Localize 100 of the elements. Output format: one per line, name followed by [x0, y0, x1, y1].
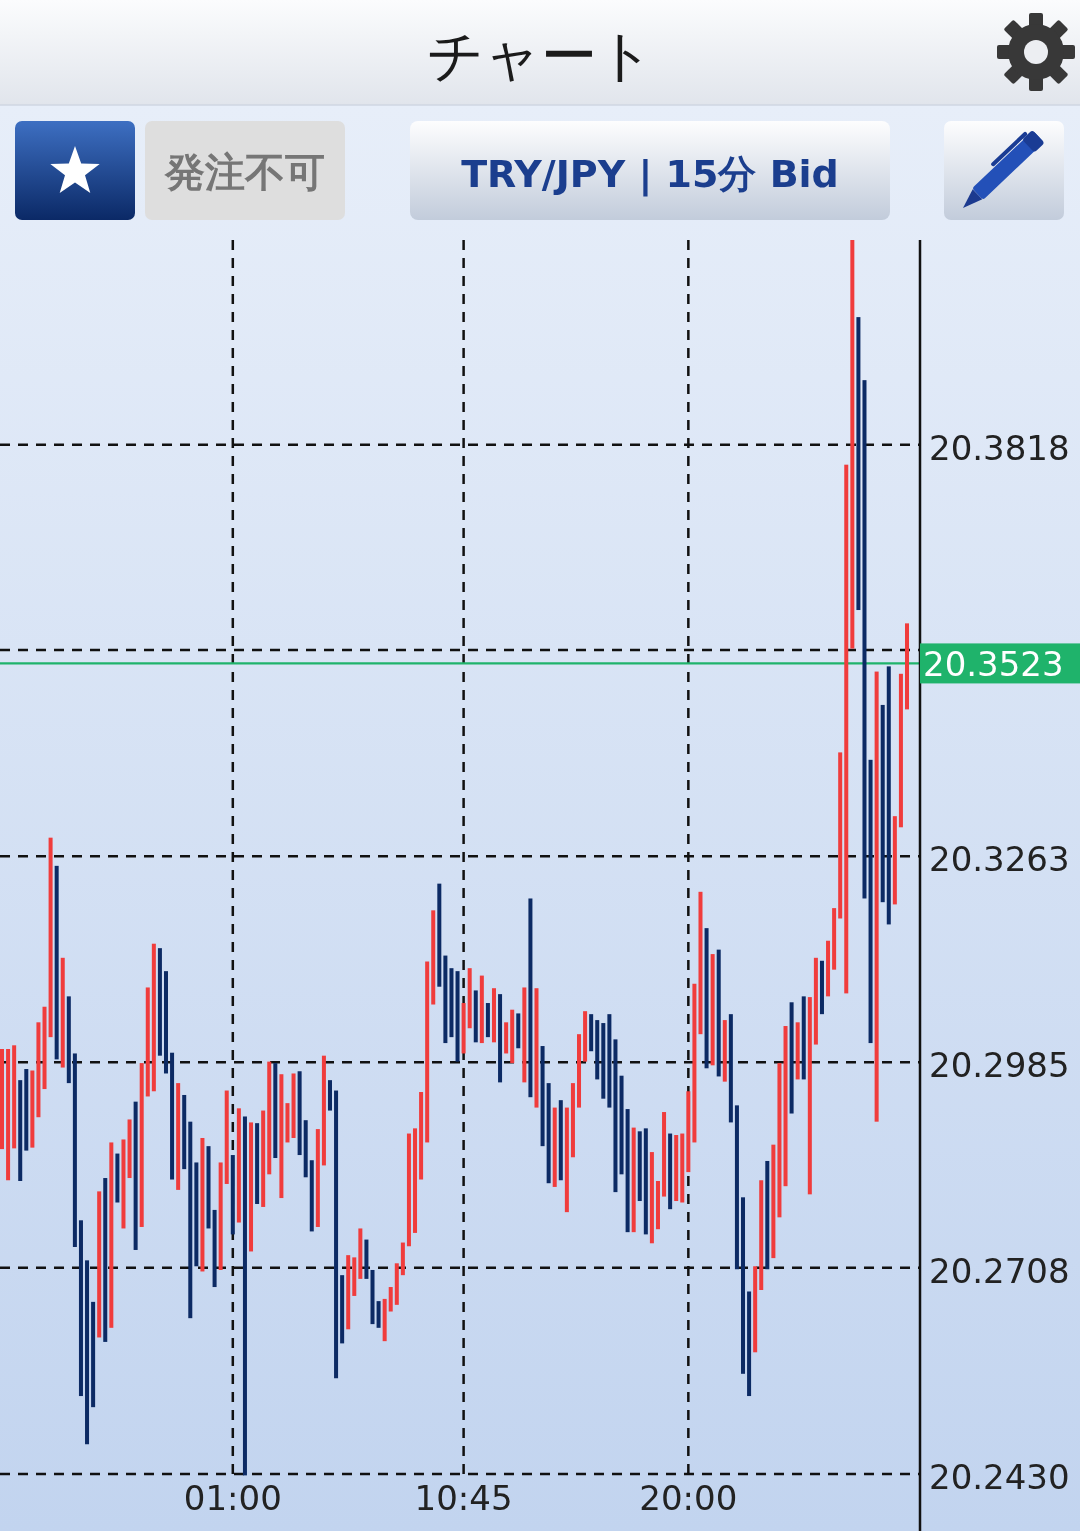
candlestick — [461, 1003, 466, 1054]
candlestick — [163, 971, 168, 1074]
candlestick — [625, 1109, 630, 1233]
candlestick — [649, 1152, 654, 1244]
candlestick — [722, 1020, 727, 1082]
candlestick — [139, 1063, 144, 1227]
candlestick — [905, 623, 909, 710]
candlestick — [60, 957, 65, 1068]
candlestick — [771, 1144, 776, 1259]
candlestick — [783, 1026, 788, 1187]
candlestick — [753, 1266, 758, 1353]
candlestick — [692, 983, 697, 1143]
y-tick-label: 20.2430 — [929, 1456, 1070, 1497]
candlestick — [176, 1083, 181, 1190]
candlestick — [285, 1103, 290, 1143]
candlestick — [261, 1110, 266, 1207]
candlestick — [485, 1003, 490, 1038]
candlestick — [838, 752, 843, 919]
candlestick — [801, 996, 806, 1080]
candlestick — [546, 1083, 551, 1184]
candlestick — [540, 1046, 545, 1147]
candlestick — [376, 1301, 381, 1328]
candlestick — [868, 759, 873, 1044]
candlestick — [747, 1291, 752, 1397]
candlestick — [206, 1146, 211, 1229]
candlestick — [200, 1137, 205, 1272]
candlestick — [491, 988, 496, 1043]
candlestick — [607, 1014, 612, 1108]
chart-subtitle: TRY/JPY | 15分 Bid — [461, 152, 839, 197]
candlestick — [0, 1049, 4, 1150]
candlestick — [297, 1071, 302, 1156]
candlestick — [686, 1091, 691, 1173]
candlestick — [346, 1255, 351, 1330]
candlestick — [619, 1075, 624, 1175]
candlestick — [352, 1257, 357, 1296]
candlestick — [24, 1069, 29, 1151]
candlestick — [97, 1191, 102, 1338]
candlestick — [844, 464, 849, 994]
candlestick — [874, 671, 879, 1122]
candlestick — [72, 1053, 77, 1247]
candlestick — [522, 987, 527, 1083]
candlestick — [157, 948, 162, 1056]
candlestick — [552, 1107, 557, 1187]
candlestick — [528, 898, 533, 1098]
candlestick — [212, 1209, 217, 1288]
candlestick — [734, 1105, 739, 1270]
candlestick — [425, 961, 430, 1143]
candlestick — [431, 910, 436, 1005]
candlestick — [406, 1133, 411, 1247]
candlestick — [309, 1160, 314, 1232]
candlestick — [42, 1006, 47, 1090]
candlestick — [807, 997, 812, 1195]
candlestick — [236, 1108, 241, 1223]
candlestick — [680, 1133, 685, 1203]
candlestick — [631, 1127, 636, 1233]
candlestick — [188, 1121, 193, 1319]
candlestick — [327, 1080, 332, 1111]
candlestick — [170, 1052, 175, 1180]
candlestick — [655, 1181, 660, 1230]
candlestick — [242, 1116, 247, 1476]
candlestick — [637, 1131, 642, 1202]
candlestick — [400, 1242, 405, 1276]
candlestick — [388, 1287, 393, 1312]
candlestick — [564, 1107, 569, 1213]
candlestick — [759, 1180, 764, 1291]
candlestick — [267, 1061, 272, 1175]
candlestick — [516, 1013, 521, 1049]
candlestick — [741, 1197, 746, 1374]
candlestick — [109, 1142, 114, 1328]
candlestick — [856, 317, 861, 611]
candlestick — [78, 1220, 83, 1397]
candlestick — [674, 1135, 679, 1202]
candlestick — [498, 994, 503, 1083]
candlestick — [819, 960, 824, 1015]
candlestick — [710, 954, 715, 1066]
candlestick — [194, 1162, 199, 1267]
candlestick — [479, 975, 484, 1044]
candlestick — [334, 1090, 339, 1379]
candlestick — [121, 1139, 126, 1229]
chart-title: チャート — [426, 22, 654, 88]
candlestick — [218, 1162, 223, 1270]
candlestick — [255, 1123, 260, 1204]
candlestick — [145, 987, 150, 1097]
candlestick — [6, 1049, 11, 1181]
candlestick — [698, 891, 703, 1035]
candlestick — [832, 908, 837, 970]
candlestick — [115, 1153, 120, 1203]
candlestick — [449, 968, 454, 1038]
candlestick — [510, 1009, 515, 1064]
candlestick — [795, 1022, 800, 1080]
candlestick — [127, 1119, 132, 1179]
candlestick — [321, 1055, 326, 1166]
candlestick — [613, 1039, 618, 1193]
candlestick — [249, 1122, 254, 1252]
candlestick — [151, 943, 156, 1092]
y-tick-label: 20.2708 — [929, 1250, 1070, 1291]
candlestick — [382, 1298, 387, 1342]
candlestick — [91, 1301, 96, 1408]
candlestick — [455, 971, 460, 1062]
candlestick — [892, 816, 897, 905]
